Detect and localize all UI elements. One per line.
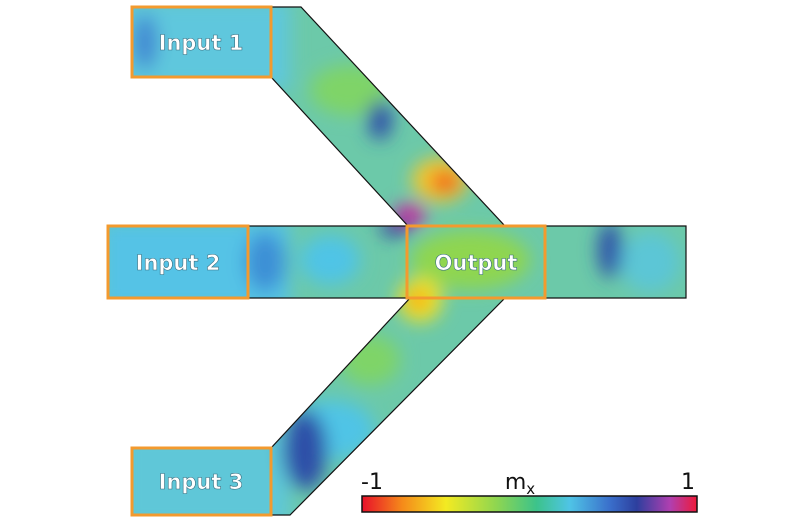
port-label: Output — [435, 251, 518, 275]
colorbar-label-main: m — [505, 470, 526, 495]
port-box — [130, 5, 273, 79]
port-label: Input 1 — [159, 31, 244, 55]
port-box — [106, 224, 250, 300]
port-label: Input 2 — [136, 251, 221, 275]
port-box — [405, 224, 547, 300]
port-box — [130, 446, 273, 517]
port-label: Input 3 — [159, 470, 244, 494]
colorbar — [361, 495, 698, 513]
colorbar-label: mx — [505, 470, 535, 498]
colorbar-max: 1 — [681, 470, 695, 495]
colorbar-label-sub: x — [526, 480, 535, 498]
colorbar-min: -1 — [361, 470, 383, 495]
